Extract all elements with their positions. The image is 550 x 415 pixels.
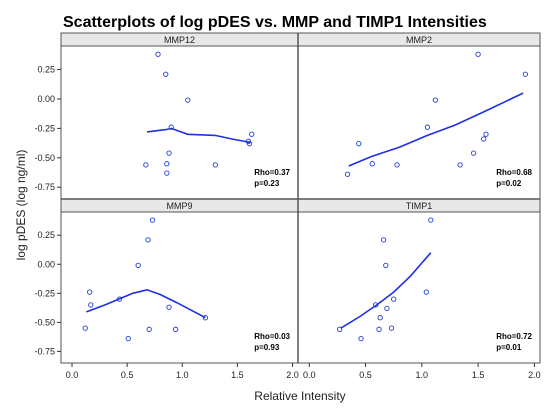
smooth-line [348, 92, 524, 167]
data-point [344, 171, 351, 177]
y-tick-label: 0.25 [37, 65, 55, 75]
data-point [391, 296, 397, 302]
chart-title: Scatterplots of log pDES vs. MMP and TIM… [63, 14, 487, 31]
data-point [377, 315, 383, 321]
panel-mmp9: MMP9 Rho=0.03 p=0.93 [61, 199, 298, 352]
panel-header [61, 33, 298, 46]
data-point [373, 302, 379, 308]
rho-value: Rho=0.68 [496, 168, 532, 177]
data-point [146, 326, 152, 332]
panel-title: MMP2 [406, 35, 432, 45]
data-point [163, 71, 169, 77]
smooth-line [146, 127, 251, 144]
data-point [380, 237, 387, 243]
data-point [457, 162, 463, 168]
x-tick-label: 1.0 [176, 370, 189, 380]
y-tick-label: -0.50 [34, 317, 55, 327]
smooth-line [340, 252, 432, 329]
data-point [481, 136, 487, 142]
y-axis-label: log pDES (log ng/ml) [14, 150, 28, 261]
data-point [125, 335, 131, 342]
smooth-line [86, 288, 206, 319]
panel-title: MMP12 [164, 35, 195, 45]
data-point [383, 262, 389, 269]
x-tick-label: 2.0 [528, 370, 541, 380]
p-value: p=0.01 [496, 343, 522, 352]
data-point [249, 131, 255, 137]
x-tick-label: 2.0 [286, 370, 299, 380]
x-tick-label: 0.5 [359, 370, 372, 380]
data-point [394, 162, 400, 168]
data-point [82, 325, 88, 331]
data-point [135, 262, 141, 269]
data-point [356, 141, 362, 147]
p-value: p=0.02 [496, 179, 522, 188]
x-tick-label: 0.0 [66, 370, 79, 380]
x-tick-label: 1.5 [472, 370, 485, 380]
y-tick-label: -0.75 [34, 346, 55, 356]
data-point [116, 296, 123, 302]
data-point [88, 302, 94, 308]
y-tick-label: 0.00 [37, 259, 55, 269]
data-point [212, 162, 218, 168]
rho-value: Rho=0.03 [254, 332, 290, 341]
x-tick-label: 0.0 [303, 370, 316, 380]
data-point [483, 131, 489, 137]
p-value: p=0.93 [254, 343, 280, 352]
panel-timp1: TIMP1 Rho=0.72 p=0.01 [298, 199, 540, 352]
y-tick-label: -0.50 [34, 153, 55, 163]
rho-value: Rho=0.37 [254, 168, 290, 177]
data-point [143, 162, 149, 168]
panel-grid: MMP12Rho=0.37p=0.23MMP2Rho=0.68p=0.02MMP… [61, 33, 540, 352]
axes: 0.0 0.5 1.0 1.5 2.0 0.0 0.5 1.0 1.5 2.0 -0.75 -0.50… [34, 32, 541, 380]
outer-frame [60, 32, 541, 364]
x-tick-label: 1.0 [416, 370, 429, 380]
data-point [522, 71, 529, 77]
data-point [388, 325, 395, 331]
data-point [166, 304, 172, 310]
rho-value: Rho=0.72 [496, 332, 532, 341]
y-tick-label: -0.75 [34, 182, 55, 192]
p-value: p=0.23 [254, 179, 280, 188]
y-tick-label: 0.00 [37, 94, 55, 104]
panel-title: TIMP1 [406, 201, 433, 211]
data-point [432, 97, 438, 103]
data-point [475, 51, 481, 57]
data-point [470, 150, 477, 156]
data-point [149, 217, 156, 223]
data-point [246, 141, 253, 147]
y-tick-label: -0.25 [34, 288, 55, 298]
data-point [164, 161, 170, 167]
panel-header [298, 33, 540, 46]
data-point [376, 326, 382, 332]
data-point [145, 237, 151, 243]
x-tick-label: 0.5 [121, 370, 134, 380]
panel-mmp2: MMP2 Rho=0.68 p=0.02 [298, 33, 540, 188]
data-point [336, 326, 343, 332]
x-axis-label: Relative Intensity [254, 389, 345, 403]
data-point [358, 335, 364, 342]
data-point [428, 217, 434, 223]
data-point [155, 51, 161, 57]
panel-header [61, 199, 298, 212]
data-point [166, 150, 172, 156]
data-point [202, 315, 209, 321]
data-point [384, 305, 390, 312]
data-point [87, 289, 93, 295]
data-point [369, 161, 375, 167]
data-point [168, 124, 174, 130]
y-tick-label: -0.25 [34, 123, 55, 133]
y-tick-label: 0.25 [37, 230, 55, 240]
panel-mmp12: MMP12 Rho=0.37 p=0.23 [61, 33, 298, 188]
data-point [164, 170, 170, 176]
data-point [172, 326, 179, 332]
x-tick-label: 1.5 [231, 370, 244, 380]
data-point [423, 289, 429, 295]
data-point [185, 97, 191, 103]
data-point [424, 124, 431, 130]
panel-header [298, 199, 540, 212]
panel-title: MMP9 [166, 201, 192, 211]
